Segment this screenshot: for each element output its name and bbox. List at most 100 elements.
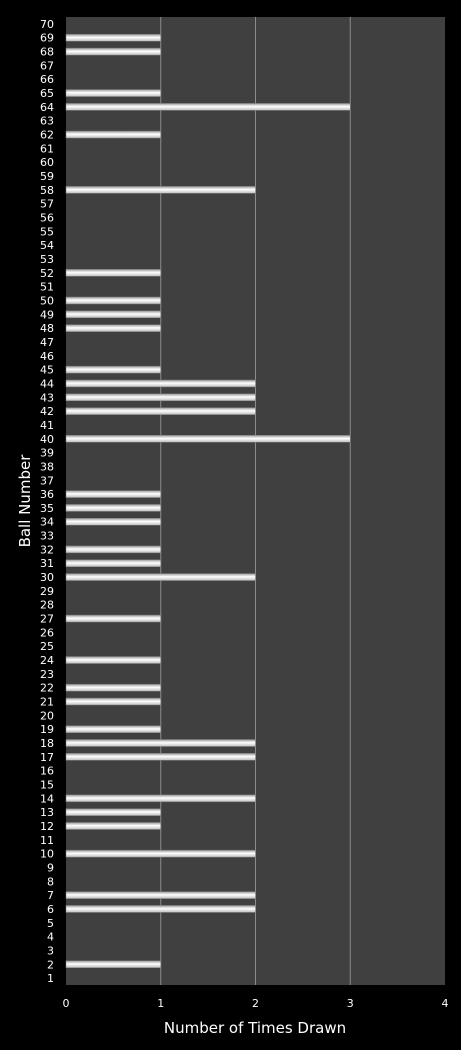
y-tick-label: 56 [40,212,54,225]
bar-ball-36 [65,490,161,498]
y-tick-label: 29 [40,585,54,598]
y-tick-label: 60 [40,156,54,169]
x-tick-label: 1 [157,997,164,1010]
bar-ball-19 [65,725,161,733]
x-tick-label: 4 [442,997,449,1010]
y-tick-label: 68 [40,46,54,59]
bar-ball-44 [65,379,256,388]
y-tick-label: 31 [40,557,54,570]
y-tick-label: 28 [40,599,54,612]
y-tick-label: 44 [40,377,54,390]
y-tick-label: 21 [40,696,54,709]
y-tick-label: 23 [40,668,54,681]
bar-ball-43 [65,393,256,402]
y-tick-label: 11 [40,834,54,847]
y-tick-label: 4 [47,931,54,944]
y-tick-label: 34 [40,516,54,529]
y-tick-label: 3 [47,944,54,957]
y-tick-label: 57 [40,198,54,211]
y-tick-label: 55 [40,225,54,238]
y-tick-label: 1 [47,972,54,985]
y-tick-label: 22 [40,682,54,695]
y-tick-label: 20 [40,709,54,722]
bar-ball-45 [65,365,161,374]
y-tick-label: 40 [40,433,54,446]
x-axis-title: Number of Times Drawn [164,1019,346,1037]
bar-ball-24 [65,656,161,664]
bar-ball-49 [65,310,161,319]
y-tick-label: 61 [40,142,54,155]
y-tick-label: 9 [47,861,54,874]
y-tick-label: 2 [47,958,54,971]
y-tick-label: 35 [40,502,54,515]
y-tick-label: 50 [40,294,54,307]
bar-ball-7 [65,891,256,899]
bar-ball-68 [65,47,161,56]
bar-ball-17 [65,753,256,761]
y-tick-label: 43 [40,391,54,404]
y-tick-label: 49 [40,308,54,321]
bar-ball-42 [65,407,256,415]
bar-ball-40 [65,435,351,443]
x-tick-label: 2 [252,997,259,1010]
bar-ball-31 [65,559,161,567]
y-tick-label: 36 [40,488,54,501]
y-tick-label: 19 [40,723,54,736]
bar-ball-21 [65,697,161,706]
y-tick-label: 52 [40,267,54,280]
y-tick-label: 17 [40,751,54,764]
y-tick-label: 14 [40,792,54,805]
bar-ball-30 [65,573,256,581]
y-tick-label: 24 [40,654,54,667]
bar-ball-27 [65,614,161,623]
bar-ball-35 [65,504,161,512]
y-tick-label: 10 [40,848,54,861]
y-tick-label: 18 [40,737,54,750]
bar-ball-34 [65,517,161,526]
bar-ball-6 [65,905,256,913]
y-tick-label: 8 [47,875,54,888]
y-tick-label: 30 [40,571,54,584]
y-tick-label: 54 [40,239,54,252]
y-tick-label: 59 [40,170,54,183]
bar-ball-50 [65,296,161,305]
y-tick-label: 6 [47,903,54,916]
y-tick-label: 47 [40,336,54,349]
x-tick-label: 3 [347,997,354,1010]
y-tick-label: 5 [47,917,54,930]
y-tick-label: 32 [40,543,54,556]
y-tick-label: 64 [40,101,54,114]
y-tick-label: 45 [40,364,54,377]
y-tick-label: 51 [40,281,54,294]
bar-ball-65 [65,89,161,97]
y-tick-label: 15 [40,778,54,791]
y-tick-label: 62 [40,129,54,142]
y-tick-label: 48 [40,322,54,335]
y-tick-label: 26 [40,626,54,639]
y-tick-label: 42 [40,405,54,418]
bar-ball-12 [65,822,161,830]
y-tick-label: 25 [40,640,54,653]
y-axis-title: Ball Number [16,454,34,548]
y-tick-label: 65 [40,87,54,100]
y-tick-label: 38 [40,460,54,473]
y-tick-label: 70 [40,18,54,31]
x-tick-label: 0 [63,997,70,1010]
bar-ball-18 [65,739,256,747]
bar-ball-64 [65,103,351,111]
y-tick-labels: 1234567891011121314151617181920212223242… [40,18,54,985]
y-tick-label: 53 [40,253,54,266]
bars [65,33,351,969]
y-tick-label: 41 [40,419,54,432]
bar-ball-13 [65,808,161,816]
y-tick-label: 67 [40,59,54,72]
bar-ball-14 [65,794,256,803]
bar-ball-62 [65,130,161,139]
y-tick-label: 27 [40,613,54,626]
bar-ball-52 [65,269,161,277]
y-tick-label: 39 [40,447,54,460]
y-tick-label: 7 [47,889,54,902]
y-tick-label: 58 [40,184,54,197]
y-tick-label: 37 [40,474,54,487]
